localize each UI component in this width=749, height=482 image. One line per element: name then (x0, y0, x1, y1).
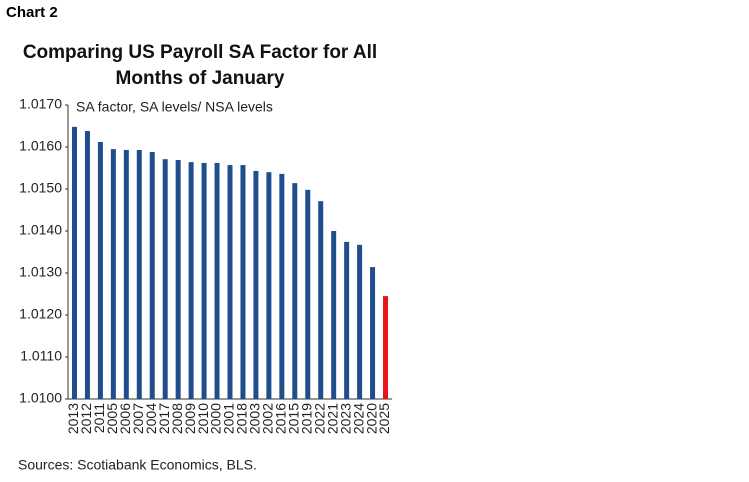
x-tick-label: 2020 (363, 403, 379, 434)
y-tick-label: 1.0140 (19, 222, 62, 238)
bar (331, 231, 337, 399)
x-tick-label: 2005 (104, 403, 120, 434)
x-tick-label: 2009 (182, 403, 198, 434)
x-tick-label: 2007 (130, 403, 146, 434)
bar (305, 189, 311, 399)
x-tick-label: 2012 (78, 403, 94, 434)
x-tick-label: 2008 (169, 403, 185, 434)
bar (292, 183, 298, 399)
x-tick-label: 2022 (311, 403, 327, 434)
x-tick-label: 2021 (324, 403, 340, 434)
x-tick-label: 2002 (260, 403, 276, 434)
bar (84, 131, 90, 400)
bar (214, 162, 220, 399)
bar (266, 172, 272, 399)
bar (201, 162, 207, 399)
x-tick-label: 2017 (156, 403, 172, 434)
x-tick-label: 2019 (298, 403, 314, 434)
bar (370, 267, 376, 399)
x-tick-label: 2025 (376, 403, 392, 434)
bar (136, 149, 142, 399)
x-tick-label: 2024 (350, 403, 366, 434)
bar (344, 241, 350, 399)
y-tick-label: 1.0130 (19, 264, 62, 280)
bar (97, 141, 103, 399)
bar (357, 244, 363, 399)
bar (162, 159, 168, 399)
x-tick-label: 2015 (286, 403, 302, 434)
bar (110, 149, 116, 399)
bar (227, 165, 233, 399)
x-tick-label: 2010 (195, 403, 211, 434)
bar (253, 170, 259, 399)
bar (383, 296, 389, 399)
bar (149, 152, 155, 399)
x-tick-label: 2004 (143, 403, 159, 434)
chart-title: Comparing US Payroll SA Factor for All M… (22, 42, 378, 89)
x-tick-label: 2006 (117, 403, 133, 434)
x-tick-label: 2000 (208, 403, 224, 434)
bar (240, 165, 246, 399)
x-tick-label: 2016 (273, 403, 289, 434)
bar (175, 160, 181, 399)
y-tick-label: 1.0160 (19, 138, 62, 154)
y-tick-label: 1.0120 (19, 306, 62, 322)
x-tick-label: 2003 (247, 403, 263, 434)
bar (318, 201, 324, 399)
bar (188, 162, 194, 399)
source: Sources: Scotiabank Economics, BLS. (18, 457, 257, 473)
chart-label: Chart 2 (6, 4, 58, 21)
x-tick-label: 2023 (337, 403, 353, 434)
y-tick-label: 1.0100 (19, 390, 62, 406)
bar (71, 126, 77, 399)
x-tick-label: 2011 (91, 403, 107, 433)
x-tick-label: 2018 (234, 403, 250, 434)
chart-subtitle: SA factor, SA levels/ NSA levels (76, 99, 273, 115)
y-tick-label: 1.0150 (19, 180, 62, 196)
y-tick-label: 1.0110 (20, 348, 62, 364)
bar (123, 149, 129, 399)
bar (279, 173, 285, 399)
x-tick-label: 2013 (65, 403, 81, 434)
x-tick-label: 2001 (221, 403, 237, 434)
y-tick-label: 1.0170 (19, 96, 62, 112)
